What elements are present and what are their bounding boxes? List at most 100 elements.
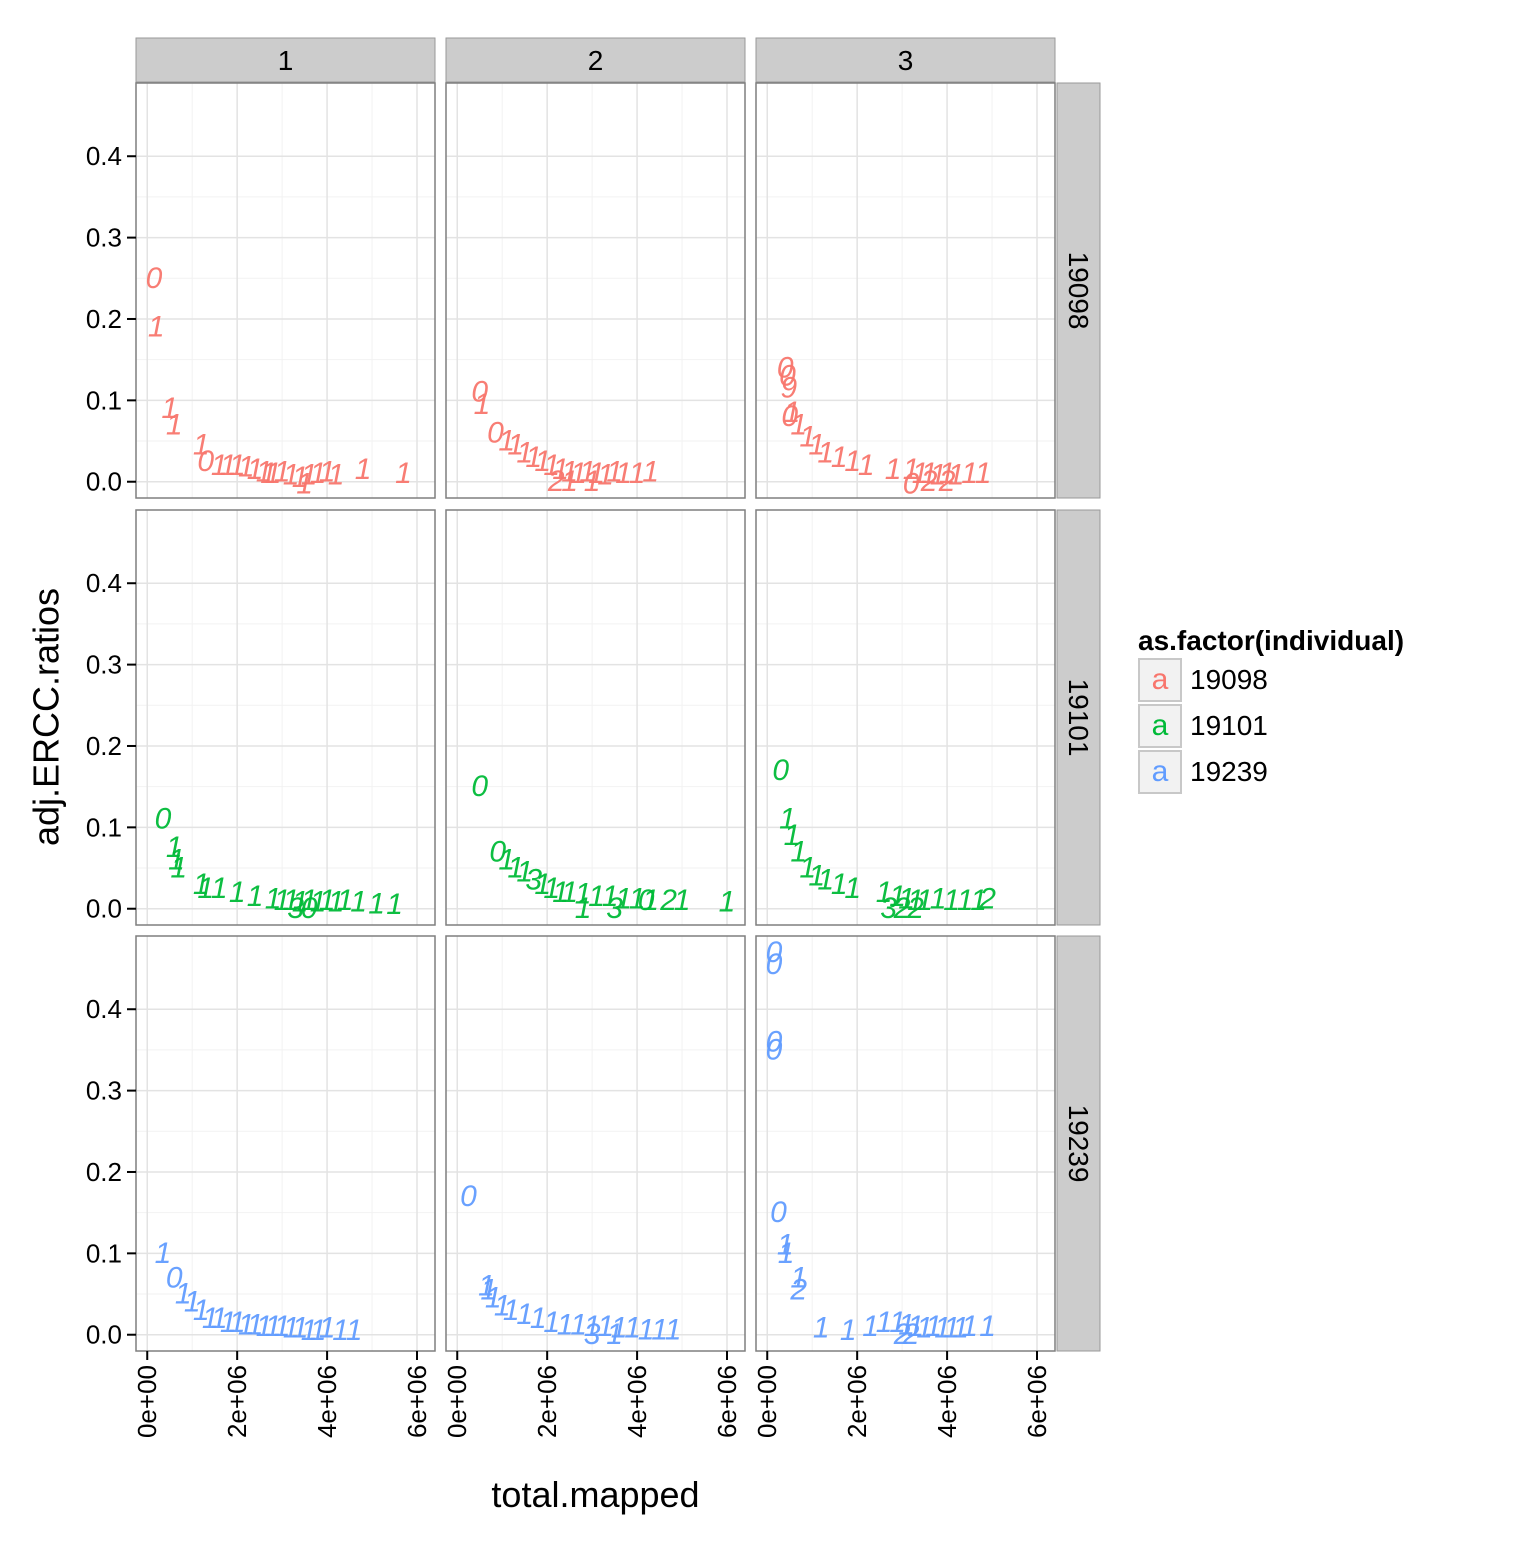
data-point: 0 (903, 468, 920, 501)
data-point: 0 (301, 892, 318, 925)
data-point: 0 (155, 803, 172, 836)
data-point: 1 (543, 449, 560, 482)
facet-strip-row (1056, 935, 1101, 1352)
facet-panel (446, 936, 745, 1351)
data-point: 1 (930, 882, 947, 915)
facet-strip-row (1056, 509, 1101, 926)
data-point: 1 (779, 803, 796, 836)
legend-key-glyph: a (1151, 663, 1169, 696)
data-point: 1 (220, 1306, 237, 1339)
legend-item-19239: a 19239 (1138, 749, 1404, 795)
x-tick-label: 2e+06 (842, 1365, 872, 1438)
data-point: 1 (615, 457, 632, 490)
data-point: 0 (487, 416, 504, 449)
data-point: 1 (817, 864, 834, 897)
data-point: 1 (588, 457, 605, 490)
data-point: 1 (211, 872, 228, 905)
data-point: 1 (474, 388, 491, 421)
data-point: 1 (494, 1290, 511, 1323)
data-point: 1 (211, 1302, 228, 1335)
data-point: 0 (166, 1261, 183, 1294)
y-tick-label: 0.2 (86, 304, 122, 334)
data-point: 2 (978, 882, 996, 915)
data-point: 1 (292, 1312, 309, 1345)
data-point: 1 (831, 868, 848, 901)
data-point: 0 (146, 262, 163, 295)
data-point: 1 (611, 1312, 628, 1345)
data-point: 1 (478, 1269, 495, 1302)
data-point: 1 (930, 459, 947, 492)
y-tick-label: 0.4 (86, 568, 122, 598)
x-tick-label: 4e+06 (622, 1365, 652, 1438)
y-tick-label: 0.2 (86, 1157, 122, 1187)
data-point: 1 (777, 1229, 794, 1262)
data-point: 1 (898, 882, 915, 915)
data-point: 3 (584, 1318, 601, 1351)
data-point: 1 (799, 852, 816, 885)
data-point: 1 (301, 1314, 318, 1347)
data-point: 0 (766, 948, 783, 981)
data-point: 1 (889, 880, 906, 913)
legend-key: a (1138, 750, 1182, 794)
data-point: 1 (283, 459, 300, 492)
data-point: 1 (202, 1302, 219, 1335)
data-point: 0 (489, 835, 506, 868)
data-point: 0 (777, 351, 794, 384)
y-tick-label: 0.2 (86, 731, 122, 761)
data-point: 1 (961, 457, 978, 490)
panel-border (445, 82, 746, 499)
data-point: 1 (907, 884, 924, 917)
data-point: 1 (310, 1314, 327, 1347)
data-point: 1 (876, 1306, 893, 1339)
data-point: 1 (975, 457, 992, 490)
data-point: 1 (916, 1312, 933, 1345)
data-point: 1 (885, 453, 902, 486)
data-point: 1 (790, 1261, 807, 1294)
data-point: 1 (530, 1302, 547, 1335)
data-point: 1 (579, 455, 596, 488)
y-tick-label: 0.3 (86, 223, 122, 253)
data-point: 0 (471, 770, 488, 803)
data-point: 2 (789, 1273, 807, 1306)
data-point: 1 (602, 880, 619, 913)
legend-label: 19101 (1190, 710, 1268, 741)
data-point: 1 (256, 455, 273, 488)
legend-title: as.factor(individual) (1138, 625, 1405, 656)
x-tick-label: 0e+00 (132, 1365, 162, 1438)
data-point: 2 (938, 465, 956, 498)
facet-panel (446, 510, 745, 925)
panel-border (445, 509, 746, 926)
data-point: 1 (229, 1306, 246, 1339)
data-point: 1 (543, 872, 560, 905)
data-point: 0 (766, 1025, 783, 1058)
data-point: 1 (561, 876, 578, 909)
data-point: 0 (638, 884, 655, 917)
data-point: 1 (516, 856, 533, 889)
data-point: 1 (597, 1310, 614, 1343)
data-point: 1 (507, 852, 524, 885)
data-point: 1 (301, 884, 318, 917)
facet-panel (136, 936, 435, 1351)
facet-panel (756, 510, 1055, 925)
data-point: 1 (651, 1313, 668, 1346)
data-point: 1 (552, 876, 569, 909)
data-point: 1 (166, 408, 183, 441)
data-point: 1 (525, 441, 542, 474)
facet-strip-row (1056, 82, 1101, 499)
x-tick-label: 0e+00 (752, 1365, 782, 1438)
facet-strip-col (755, 37, 1056, 83)
y-tick-label: 0.3 (86, 650, 122, 680)
data-point: 1 (844, 445, 861, 478)
data-point: 1 (350, 886, 367, 919)
x-tick-label: 0e+00 (442, 1365, 472, 1438)
y-tick-label: 0.1 (86, 812, 122, 842)
panel-background (756, 83, 1055, 498)
data-point: 1 (220, 449, 237, 482)
data-point: 1 (784, 396, 801, 429)
data-point: 1 (170, 852, 187, 885)
data-point: 1 (665, 1313, 682, 1346)
data-point: 1 (957, 884, 974, 917)
data-point: 1 (283, 1312, 300, 1345)
data-point: 1 (507, 429, 524, 462)
